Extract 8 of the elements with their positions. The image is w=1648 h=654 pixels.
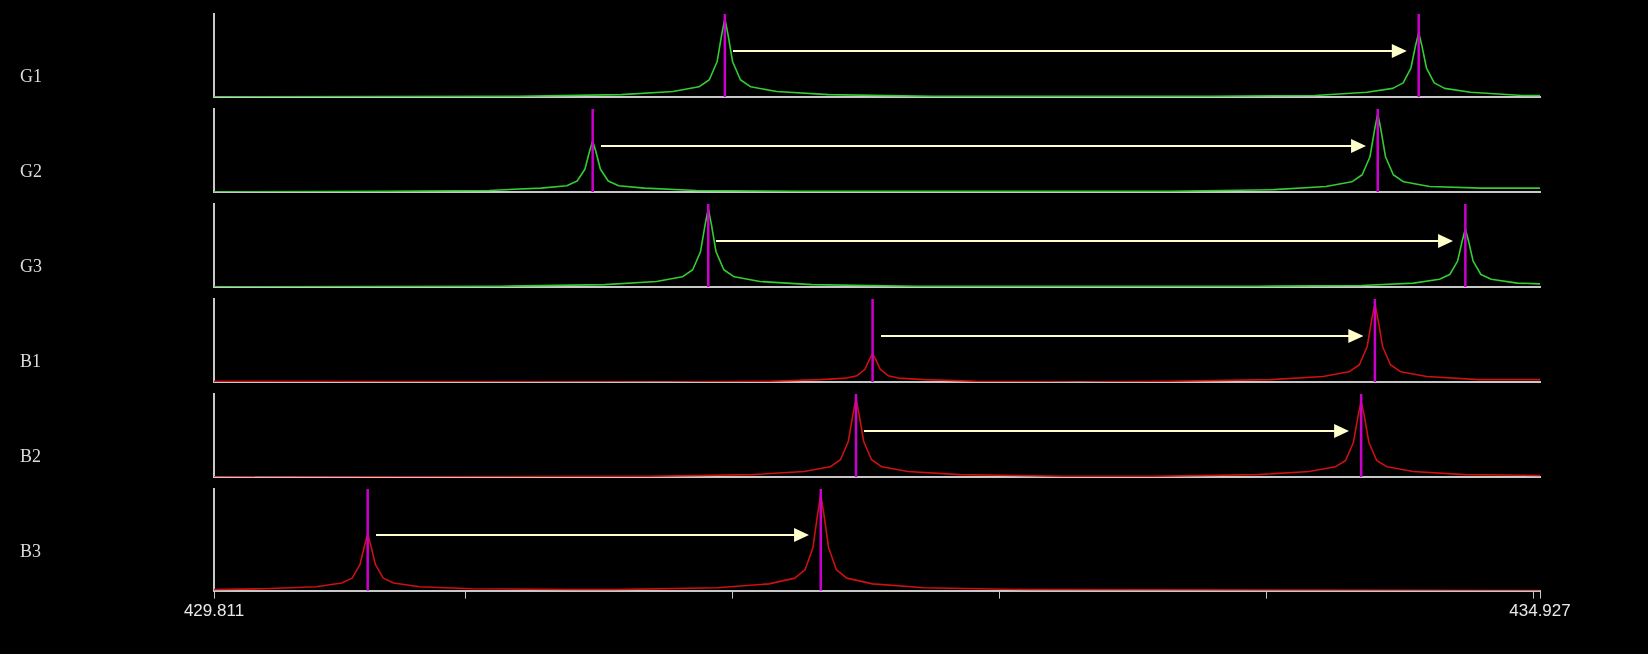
y-axis-title: B1 xyxy=(20,351,42,372)
y-axis-title: G3 xyxy=(20,256,42,277)
x-tick-label: 429.811 xyxy=(183,601,245,621)
y-axis-title: B2 xyxy=(20,446,42,467)
x-tick-label: 434.927 xyxy=(1509,601,1571,621)
y-axis-title: G1 xyxy=(20,66,42,87)
y-axis-title: B3 xyxy=(20,541,42,562)
y-axis-title: G2 xyxy=(20,161,42,182)
